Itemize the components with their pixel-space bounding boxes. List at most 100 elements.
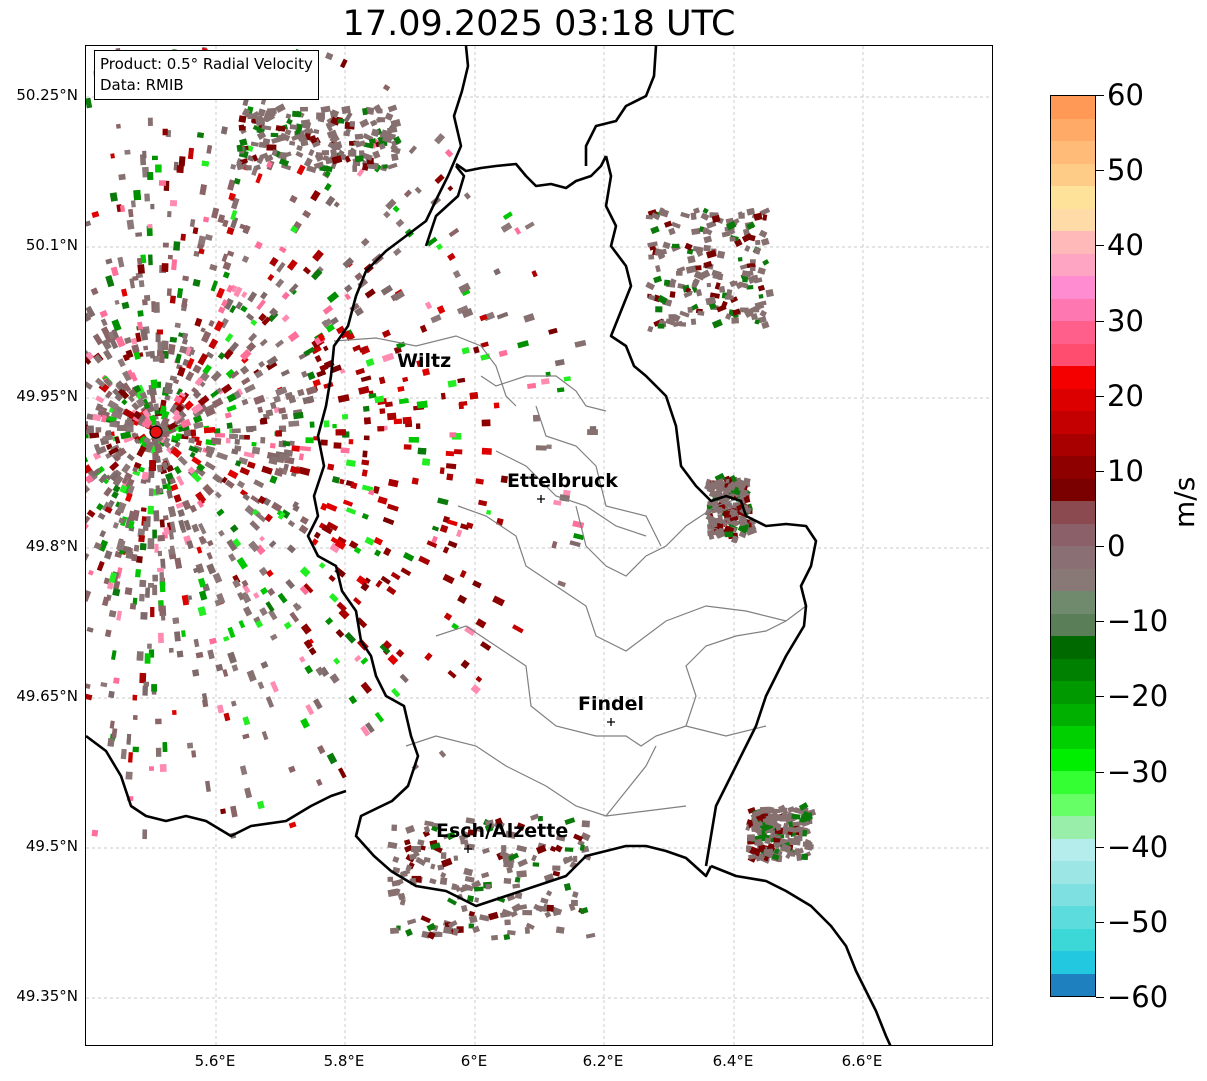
- radar-echo: [132, 509, 140, 522]
- radar-map[interactable]: [85, 45, 993, 1046]
- radar-echo: [221, 476, 228, 484]
- radar-echo: [133, 189, 142, 201]
- radar-echo: [217, 352, 226, 360]
- radar-echo: [331, 475, 341, 484]
- radar-echo: [215, 287, 225, 299]
- radar-echo: [337, 536, 347, 545]
- radar-echo: [383, 84, 391, 92]
- radar-echo: [116, 610, 122, 621]
- radar-echo: [447, 670, 457, 679]
- radar-echo: [248, 332, 258, 342]
- radar-echo: [249, 520, 261, 531]
- radar-echo: [335, 429, 346, 436]
- radar-echo: [353, 140, 360, 147]
- radar-echo: [775, 825, 781, 832]
- colorbar-tick-label: 10: [1107, 453, 1144, 488]
- radar-echo: [162, 515, 169, 521]
- radar-echo: [122, 353, 130, 362]
- radar-echo: [216, 593, 226, 605]
- radar-echo: [242, 493, 251, 501]
- radar-echo: [197, 243, 204, 250]
- radar-echo: [468, 923, 474, 929]
- radar-echo: [278, 158, 290, 167]
- radar-echo: [171, 435, 181, 442]
- radar-echo: [333, 657, 341, 665]
- radar-echo: [136, 555, 143, 564]
- radar-echo: [90, 287, 99, 296]
- radar-echo: [512, 624, 524, 634]
- radar-echo: [216, 704, 225, 714]
- radar-echo: [494, 817, 503, 826]
- radar-echo: [759, 207, 771, 216]
- radar-echo: [562, 855, 574, 865]
- radar-echo: [159, 572, 165, 582]
- radar-echo: [98, 539, 109, 552]
- radar-echo: [430, 842, 441, 850]
- radar-echo: [101, 338, 112, 351]
- radar-echo: [647, 241, 658, 248]
- radar-echo: [194, 317, 203, 327]
- radar-echo: [289, 140, 296, 146]
- radar-echo: [403, 444, 412, 450]
- radar-echo: [286, 259, 298, 271]
- radar-echo: [277, 511, 286, 520]
- radar-echo: [269, 475, 278, 484]
- colorbar-segment: [1051, 568, 1095, 593]
- radar-echo: [446, 519, 458, 527]
- radar-echo: [255, 173, 263, 184]
- radar-echo: [178, 410, 187, 419]
- radar-echo: [86, 413, 94, 421]
- radar-echo: [196, 546, 203, 554]
- radar-echo: [197, 577, 207, 588]
- radar-echo: [730, 474, 738, 483]
- radar-echo: [379, 643, 391, 655]
- radar-echo: [124, 472, 133, 480]
- radar-echo: [302, 395, 315, 405]
- radar-echo: [312, 379, 321, 387]
- radar-echo: [335, 142, 341, 149]
- radar-echo: [706, 485, 714, 493]
- radar-echo: [176, 165, 184, 174]
- radar-echo: [159, 519, 165, 528]
- border-belgium-south: [86, 734, 347, 838]
- radar-echo: [260, 661, 269, 669]
- lon-label: 6.2°E: [582, 1052, 624, 1070]
- radar-echo: [300, 106, 308, 112]
- radar-echo: [114, 436, 121, 444]
- radar-echo: [194, 376, 204, 387]
- radar-echo: [128, 388, 138, 398]
- radar-echo: [384, 401, 393, 408]
- colorbar-tick: [1096, 170, 1104, 172]
- radar-echo: [166, 288, 172, 296]
- radar-echo: [222, 219, 229, 228]
- colorbar-tick: [1096, 95, 1104, 96]
- radar-echo: [296, 164, 306, 176]
- radar-echo: [86, 693, 93, 701]
- colorbar-tick-label: −30: [1107, 754, 1169, 789]
- radar-echo: [210, 280, 219, 292]
- radar-echo: [378, 140, 388, 146]
- radar-echo: [169, 375, 178, 382]
- radar-echo: [506, 929, 516, 936]
- radar-echo: [493, 402, 500, 409]
- radar-echo: [270, 456, 281, 463]
- radar-echo: [267, 273, 275, 282]
- radar-echo: [499, 850, 510, 860]
- radar-echo: [744, 245, 751, 253]
- radar-echo: [230, 216, 239, 229]
- radar-echo: [296, 144, 303, 152]
- radar-echo: [392, 205, 400, 213]
- radar-echo: [392, 856, 400, 863]
- radar-echo: [322, 305, 334, 315]
- radar-echo: [178, 519, 186, 531]
- radar-echo: [387, 104, 398, 113]
- radar-echo: [167, 211, 172, 218]
- radar-echo: [187, 147, 195, 160]
- radar-echo: [92, 413, 102, 422]
- colorbar-segment: [1051, 478, 1095, 503]
- radar-echo: [292, 501, 299, 509]
- radar-echo: [514, 892, 523, 900]
- radar-echo: [729, 508, 738, 517]
- radar-echo: [233, 286, 243, 298]
- radar-echo: [378, 142, 386, 150]
